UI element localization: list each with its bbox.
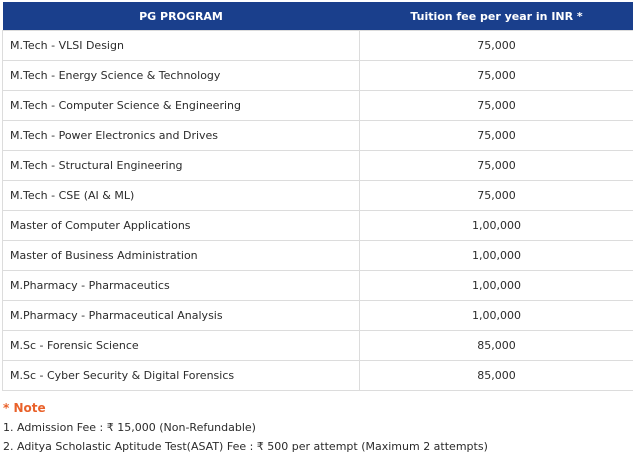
fee-cell: 75,000 xyxy=(359,120,633,151)
fee-cell: 1,00,000 xyxy=(359,300,633,331)
table-row: Master of Business Administration 1,00,0… xyxy=(2,240,633,271)
program-cell: M.Pharmacy - Pharmaceutics xyxy=(2,270,360,301)
table-row: M.Sc - Forensic Science 85,000 xyxy=(2,330,633,361)
program-cell: M.Tech - Structural Engineering xyxy=(2,150,360,181)
fee-cell: 1,00,000 xyxy=(359,270,633,301)
program-cell: M.Sc - Cyber Security & Digital Forensic… xyxy=(2,360,360,391)
fee-cell: 75,000 xyxy=(359,30,633,61)
fee-cell: 75,000 xyxy=(359,150,633,181)
table-body: M.Tech - VLSI Design 75,000 M.Tech - Ene… xyxy=(2,30,633,391)
program-cell: M.Tech - Energy Science & Technology xyxy=(2,60,360,91)
table-row: M.Pharmacy - Pharmaceutics 1,00,000 xyxy=(2,270,633,301)
note-line-asat-fee: 2. Aditya Scholastic Aptitude Test(ASAT)… xyxy=(3,440,488,453)
program-cell: Master of Computer Applications xyxy=(2,210,360,241)
fee-cell: 1,00,000 xyxy=(359,210,633,241)
table-row: M.Tech - Computer Science & Engineering … xyxy=(2,90,633,121)
table-row: M.Tech - Structural Engineering 75,000 xyxy=(2,150,633,181)
fee-cell: 85,000 xyxy=(359,360,633,391)
note-heading: * Note xyxy=(3,401,46,415)
table-row: M.Sc - Cyber Security & Digital Forensic… xyxy=(2,360,633,391)
fee-cell: 85,000 xyxy=(359,330,633,361)
fee-cell: 75,000 xyxy=(359,180,633,211)
program-cell: M.Tech - VLSI Design xyxy=(2,30,360,61)
program-cell: M.Tech - Computer Science & Engineering xyxy=(2,90,360,121)
table-row: M.Tech - Power Electronics and Drives 75… xyxy=(2,120,633,151)
program-cell: M.Sc - Forensic Science xyxy=(2,330,360,361)
program-cell: M.Tech - CSE (AI & ML) xyxy=(2,180,360,211)
table-row: Master of Computer Applications 1,00,000 xyxy=(2,210,633,241)
table-row: M.Tech - CSE (AI & ML) 75,000 xyxy=(2,180,633,211)
program-cell: M.Tech - Power Electronics and Drives xyxy=(2,120,360,151)
header-row: PG PROGRAM Tuition fee per year in INR * xyxy=(2,2,633,31)
fee-cell: 1,00,000 xyxy=(359,240,633,271)
table-header: PG PROGRAM Tuition fee per year in INR * xyxy=(2,2,633,31)
program-column-header: PG PROGRAM xyxy=(2,2,360,31)
fee-column-header: Tuition fee per year in INR * xyxy=(359,2,633,31)
table-row: M.Tech - VLSI Design 75,000 xyxy=(2,30,633,61)
fee-cell: 75,000 xyxy=(359,90,633,121)
pg-fee-table: PG PROGRAM Tuition fee per year in INR *… xyxy=(2,2,633,391)
table-row: M.Tech - Energy Science & Technology 75,… xyxy=(2,60,633,91)
program-cell: M.Pharmacy - Pharmaceutical Analysis xyxy=(2,300,360,331)
fee-cell: 75,000 xyxy=(359,60,633,91)
note-line-admission-fee: 1. Admission Fee : ₹ 15,000 (Non-Refunda… xyxy=(3,421,256,434)
table-row: M.Pharmacy - Pharmaceutical Analysis 1,0… xyxy=(2,300,633,331)
program-cell: Master of Business Administration xyxy=(2,240,360,271)
